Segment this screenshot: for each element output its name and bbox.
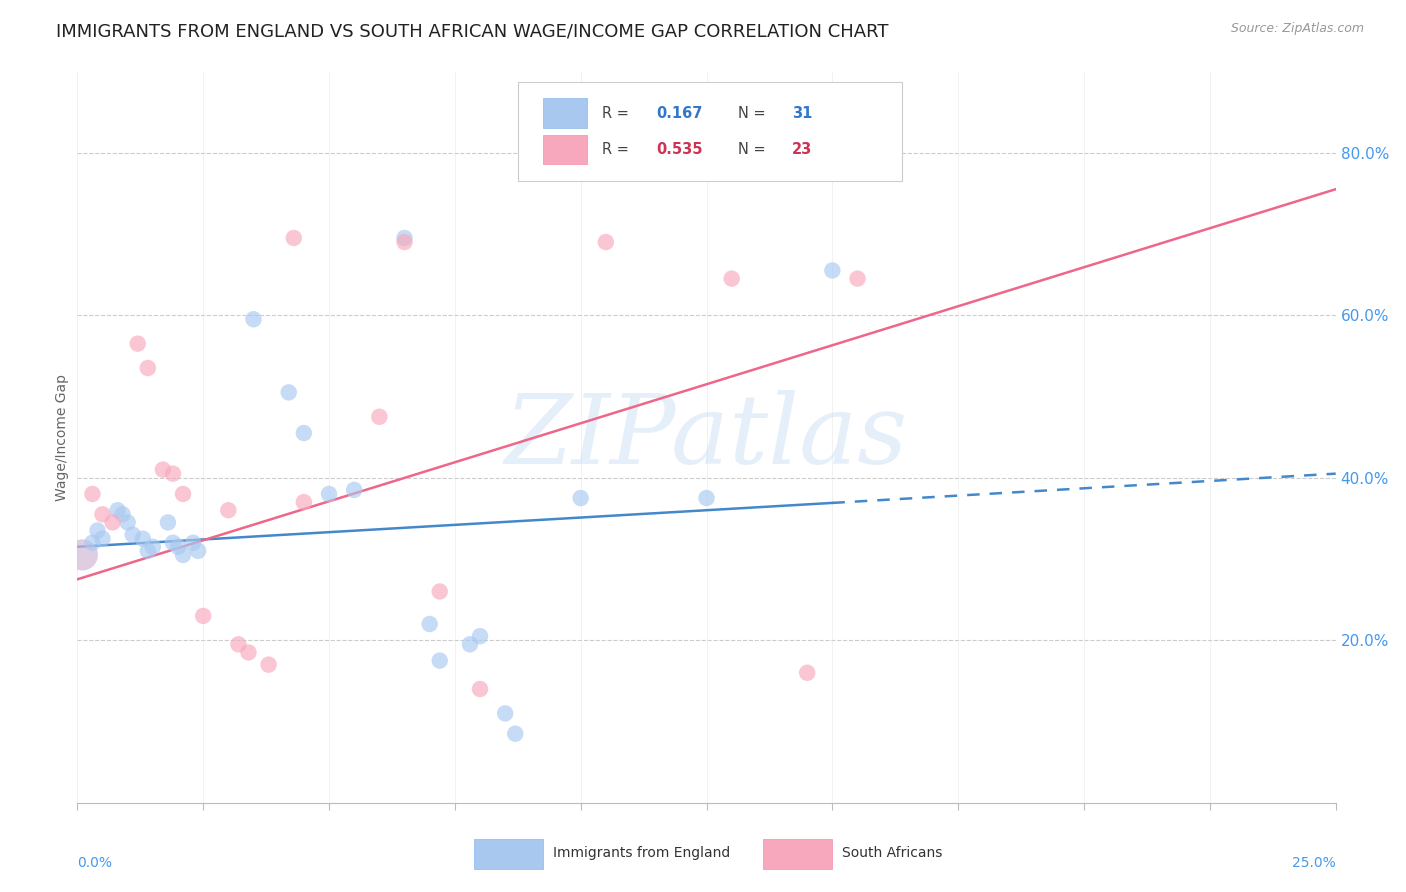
FancyBboxPatch shape (543, 135, 586, 164)
Point (494, 706, 516, 721)
Point (796, 665, 818, 680)
Point (127, 336, 149, 351)
Point (343, 483, 366, 497)
Point (228, 637, 250, 651)
Point (846, 271, 869, 285)
Point (368, 409, 391, 424)
Point (569, 491, 592, 505)
Point (111, 508, 134, 522)
Text: ZIPatlas: ZIPatlas (505, 390, 908, 484)
Text: R =: R = (602, 105, 634, 120)
Point (394, 235, 416, 249)
Text: 25.0%: 25.0% (1292, 855, 1336, 870)
Text: 31: 31 (792, 105, 813, 120)
Text: IMMIGRANTS FROM ENGLAND VS SOUTH AFRICAN WAGE/INCOME GAP CORRELATION CHART: IMMIGRANTS FROM ENGLAND VS SOUTH AFRICAN… (56, 22, 889, 40)
Point (117, 516, 139, 530)
Point (172, 548, 194, 562)
Point (162, 535, 184, 549)
Point (458, 637, 481, 651)
Point (162, 467, 184, 481)
Point (187, 544, 209, 558)
Point (429, 584, 451, 599)
Point (172, 487, 194, 501)
Point (217, 503, 239, 517)
Point (136, 361, 159, 376)
Text: N =: N = (738, 105, 770, 120)
Point (152, 462, 174, 476)
Point (696, 491, 718, 505)
Point (86, 524, 108, 538)
Point (419, 617, 441, 632)
Point (107, 503, 129, 517)
FancyBboxPatch shape (763, 839, 832, 869)
Point (283, 231, 305, 245)
FancyBboxPatch shape (543, 98, 586, 128)
Point (101, 516, 124, 530)
Point (595, 235, 617, 249)
FancyBboxPatch shape (517, 82, 901, 181)
Text: 0.0%: 0.0% (77, 855, 112, 870)
Point (142, 540, 165, 554)
Point (394, 231, 416, 245)
Point (121, 527, 143, 541)
Point (720, 271, 742, 285)
Text: 0.535: 0.535 (657, 142, 703, 157)
Point (72, 548, 94, 562)
Text: R =: R = (602, 142, 634, 157)
Point (503, 727, 526, 741)
Point (191, 608, 215, 623)
Point (181, 535, 204, 549)
Point (167, 540, 190, 554)
Point (156, 516, 179, 530)
FancyBboxPatch shape (474, 839, 543, 869)
Point (292, 495, 315, 509)
Point (238, 645, 260, 659)
Point (82, 535, 104, 549)
Text: Source: ZipAtlas.com: Source: ZipAtlas.com (1230, 22, 1364, 36)
Point (821, 263, 844, 277)
Point (468, 629, 491, 643)
Point (257, 657, 280, 672)
Point (429, 654, 451, 668)
Point (292, 425, 315, 440)
Text: Immigrants from England: Immigrants from England (553, 847, 730, 860)
Point (91, 532, 114, 546)
Text: 23: 23 (792, 142, 813, 157)
Text: 0.167: 0.167 (657, 105, 703, 120)
Text: South Africans: South Africans (842, 847, 943, 860)
Point (91, 508, 114, 522)
Point (72, 548, 94, 562)
Point (82, 487, 104, 501)
Point (132, 532, 155, 546)
Point (468, 681, 491, 696)
Text: N =: N = (738, 142, 770, 157)
Point (136, 544, 159, 558)
Point (318, 487, 340, 501)
Y-axis label: Wage/Income Gap: Wage/Income Gap (55, 374, 69, 500)
Point (277, 385, 299, 400)
Point (242, 312, 264, 326)
